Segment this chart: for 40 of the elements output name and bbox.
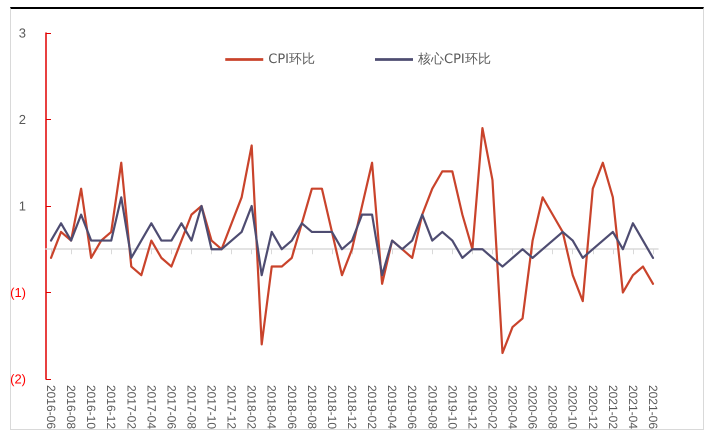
x-tick-label: 2020-02 (485, 384, 500, 430)
x-tick-label: 2019-06 (405, 384, 420, 430)
y-tick-label: 3 (18, 26, 26, 40)
x-tick-label: 2020-06 (526, 384, 540, 430)
x-tick-label: 2021-02 (606, 384, 620, 430)
y-tick-label: (2) (10, 371, 26, 386)
x-tick-label: 2018-12 (345, 384, 359, 430)
x-tick-label: 2019-12 (465, 384, 480, 430)
x-tick-label: 2020-12 (586, 384, 600, 430)
y-tick-label: (1) (10, 284, 26, 300)
x-tick-label: 2016-10 (84, 384, 98, 430)
x-tick-label: 2020-04 (506, 384, 520, 430)
x-tick-label: 2016-06 (44, 384, 58, 430)
x-tick-label: 2017-10 (204, 384, 219, 430)
x-tick-label: 2017-06 (164, 384, 178, 430)
x-tick-label: 2018-04 (264, 384, 279, 430)
x-tick-label: 2017-02 (124, 384, 138, 430)
x-tick-label: 2020-10 (566, 384, 580, 430)
x-tick-label: 2016-08 (64, 384, 78, 430)
y-tick-label: 2 (18, 112, 26, 127)
x-tick-label: 2019-08 (425, 384, 440, 430)
x-tick-label: 2021-06 (646, 384, 660, 430)
line-series (50, 196, 654, 276)
x-tick-label: 2017-12 (224, 384, 239, 430)
line-series (50, 127, 654, 354)
x-tick-label: 2018-08 (304, 384, 319, 430)
x-tick-label: 2021-04 (626, 384, 640, 430)
x-tick-label: 2017-04 (144, 384, 158, 430)
x-tick-label: 2019-02 (365, 384, 380, 430)
x-tick-label: 2019-10 (445, 384, 460, 430)
x-tick-label: 2018-06 (284, 384, 299, 430)
x-tick-label: 2018-10 (324, 384, 339, 430)
legend-label: 核心CPI环比 (417, 51, 491, 67)
y-tick-label: 1 (18, 198, 26, 214)
x-tick-label: 2017-08 (184, 384, 198, 430)
legend-label: CPI环比 (268, 52, 316, 67)
x-tick-label: 2016-12 (104, 384, 118, 430)
x-tick-label: 2019-04 (385, 384, 400, 430)
x-tick-label: 2020-08 (546, 384, 560, 430)
x-tick-label: 2018-02 (244, 384, 259, 430)
